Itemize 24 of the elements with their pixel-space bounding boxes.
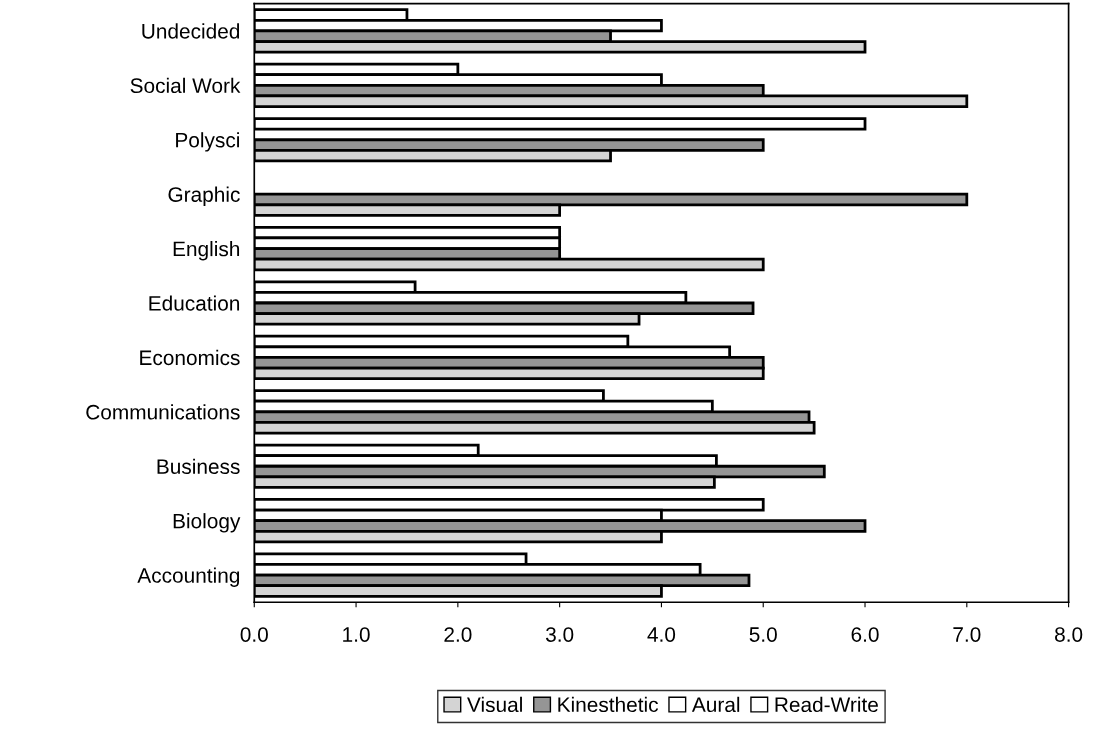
- y-tick-label: Accounting: [137, 567, 240, 587]
- y-tick-label: Communications: [86, 404, 240, 420]
- y-tick-label: Biology: [173, 513, 241, 533]
- legend-label: Read-Write: [775, 696, 878, 713]
- x-tick-label: 6.0: [851, 627, 879, 642]
- y-tick-label: Economics: [140, 349, 240, 366]
- x-tick-label: 5.0: [749, 627, 777, 642]
- x-tick-label: 1.0: [343, 627, 370, 642]
- y-tick-label: English: [173, 241, 240, 261]
- legend-label: Kinesthetic: [558, 696, 659, 713]
- x-tick-label: 0.0: [240, 627, 268, 642]
- y-tick-label: Social Work: [130, 77, 241, 94]
- y-tick-label: Polysci: [176, 132, 239, 152]
- y-tick-label: Business: [157, 458, 240, 474]
- x-tick-label: 2.0: [444, 627, 472, 642]
- x-tick-label: 7.0: [953, 627, 981, 642]
- x-tick-label: 3.0: [545, 627, 574, 642]
- x-tick-label: 4.0: [647, 627, 676, 642]
- y-tick-label: Undecided: [142, 23, 240, 39]
- legend-label: Visual: [467, 696, 522, 713]
- y-tick-label: Education: [149, 295, 240, 311]
- x-tick-label: 8.0: [1055, 627, 1083, 642]
- legend-label: Aural: [691, 696, 740, 713]
- y-tick-label: Graphic: [168, 186, 240, 207]
